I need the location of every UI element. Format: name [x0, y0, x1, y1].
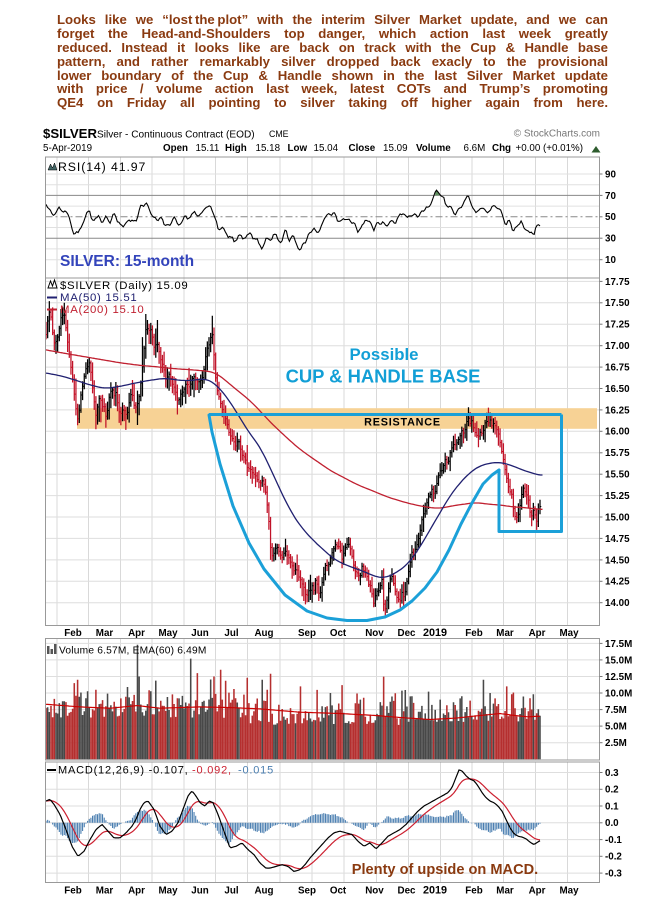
svg-text:MA(200) 15.10: MA(200) 15.10 — [60, 304, 144, 316]
svg-text:Sep: Sep — [298, 886, 316, 897]
svg-text:15.04: 15.04 — [314, 143, 339, 154]
svg-text:Dec: Dec — [398, 628, 417, 639]
svg-text:Mar: Mar — [96, 628, 114, 639]
svg-text:Mar: Mar — [496, 886, 514, 897]
svg-text:16.50: 16.50 — [605, 384, 630, 395]
svg-text:MACD(12,26,9) -0.107,: MACD(12,26,9) -0.107, — [58, 765, 189, 777]
svg-text:Jul: Jul — [224, 628, 238, 639]
svg-text:-0.2: -0.2 — [605, 852, 622, 863]
svg-text:Silver - Continuous Contract (: Silver - Continuous Contract (EOD) — [97, 130, 255, 141]
svg-text:15.50: 15.50 — [605, 470, 630, 481]
svg-text:Low: Low — [288, 143, 308, 154]
svg-text:Aug: Aug — [254, 886, 273, 897]
svg-text:Oct: Oct — [330, 886, 347, 897]
svg-text:$SILVER: $SILVER — [43, 126, 97, 141]
svg-text:7.5M: 7.5M — [605, 705, 627, 716]
svg-text:Mar: Mar — [96, 886, 114, 897]
svg-text:SILVER: 15-month: SILVER: 15-month — [60, 253, 194, 270]
svg-text:Volume 6.57M, EMA(60) 6.49M: Volume 6.57M, EMA(60) 6.49M — [59, 646, 207, 657]
svg-text:Open: Open — [163, 143, 188, 154]
svg-text:May: May — [559, 886, 579, 897]
svg-text:Sep: Sep — [298, 628, 316, 639]
svg-text:50: 50 — [605, 212, 616, 223]
svg-text:Apr: Apr — [529, 886, 546, 897]
svg-text:0.1: 0.1 — [605, 801, 619, 812]
svg-text:10.0M: 10.0M — [605, 688, 632, 699]
svg-text:5.0M: 5.0M — [605, 722, 627, 733]
svg-text:Nov: Nov — [365, 886, 384, 897]
svg-text:14.00: 14.00 — [605, 598, 630, 609]
svg-text:Chg: Chg — [492, 143, 511, 154]
svg-text:Mar: Mar — [496, 628, 514, 639]
svg-text:16.00: 16.00 — [605, 427, 630, 438]
svg-text:15.00: 15.00 — [605, 512, 630, 523]
svg-text:-0.092,: -0.092, — [192, 765, 232, 777]
svg-text:16.25: 16.25 — [605, 405, 630, 416]
svg-text:Jun: Jun — [191, 886, 208, 897]
svg-text:10: 10 — [605, 255, 616, 266]
svg-text:Jul: Jul — [224, 886, 238, 897]
svg-text:Feb: Feb — [64, 628, 81, 639]
svg-text:17.25: 17.25 — [605, 320, 630, 331]
svg-text:Nov: Nov — [365, 628, 384, 639]
svg-text:17.5M: 17.5M — [605, 639, 632, 650]
svg-text:Aug: Aug — [254, 628, 273, 639]
svg-text:70: 70 — [605, 191, 616, 202]
svg-text:15.09: 15.09 — [383, 143, 408, 154]
svg-text:+0.00 (+0.01%): +0.00 (+0.01%) — [516, 143, 584, 154]
svg-text:Feb: Feb — [465, 886, 482, 897]
svg-text:14.50: 14.50 — [605, 555, 630, 566]
svg-text:Dec: Dec — [398, 886, 417, 897]
svg-text:Volume: Volume — [416, 143, 451, 154]
svg-text:30: 30 — [605, 234, 616, 245]
svg-text:15.11: 15.11 — [196, 143, 220, 154]
svg-text:-0.015: -0.015 — [238, 765, 274, 777]
svg-text:Feb: Feb — [465, 628, 482, 639]
svg-text:-0.1: -0.1 — [605, 835, 622, 846]
svg-text:12.5M: 12.5M — [605, 672, 632, 683]
svg-text:Apr: Apr — [529, 628, 546, 639]
svg-text:15.18: 15.18 — [256, 143, 281, 154]
svg-text:CUP & HANDLE BASE: CUP & HANDLE BASE — [286, 366, 481, 387]
svg-text:2019: 2019 — [423, 627, 447, 639]
svg-text:Possible: Possible — [349, 345, 418, 364]
svg-text:RESISTANCE: RESISTANCE — [364, 417, 441, 429]
svg-text:May: May — [559, 628, 579, 639]
svg-text:14.25: 14.25 — [605, 577, 630, 588]
svg-text:15.75: 15.75 — [605, 448, 630, 459]
svg-text:May: May — [158, 886, 178, 897]
svg-text:Jun: Jun — [191, 628, 208, 639]
svg-text:6.6M: 6.6M — [464, 143, 486, 154]
svg-text:Apr: Apr — [128, 886, 145, 897]
svg-text:15.25: 15.25 — [605, 491, 630, 502]
svg-text:$SILVER (Daily) 15.09: $SILVER (Daily) 15.09 — [60, 280, 188, 292]
svg-text:0.3: 0.3 — [605, 768, 619, 779]
svg-text:2019: 2019 — [423, 885, 447, 897]
svg-text:Close: Close — [349, 143, 376, 154]
svg-text:Apr: Apr — [128, 628, 145, 639]
svg-text:17.75: 17.75 — [605, 277, 630, 288]
svg-text:15.0M: 15.0M — [605, 655, 632, 666]
svg-text:High: High — [225, 143, 247, 154]
svg-text:Plenty of upside on MACD.: Plenty of upside on MACD. — [352, 862, 538, 878]
svg-text:Oct: Oct — [330, 628, 347, 639]
svg-text:14.75: 14.75 — [605, 534, 630, 545]
svg-text:5-Apr-2019: 5-Apr-2019 — [43, 143, 92, 154]
svg-text:90: 90 — [605, 169, 616, 180]
svg-text:Feb: Feb — [64, 886, 81, 897]
svg-text:-0.3: -0.3 — [605, 869, 622, 880]
svg-text:CME: CME — [269, 129, 289, 139]
svg-text:May: May — [158, 628, 178, 639]
svg-text:MA(50) 15.51: MA(50) 15.51 — [60, 292, 137, 304]
svg-text:17.50: 17.50 — [605, 298, 630, 309]
svg-text:© StockCharts.com: © StockCharts.com — [514, 129, 600, 140]
svg-text:2.5M: 2.5M — [605, 738, 627, 749]
svg-text:17.00: 17.00 — [605, 341, 630, 352]
svg-text:RSI(14) 41.97: RSI(14) 41.97 — [58, 160, 146, 174]
svg-text:0.2: 0.2 — [605, 785, 619, 796]
svg-text:16.75: 16.75 — [605, 363, 630, 374]
svg-text:0.0: 0.0 — [605, 818, 619, 829]
